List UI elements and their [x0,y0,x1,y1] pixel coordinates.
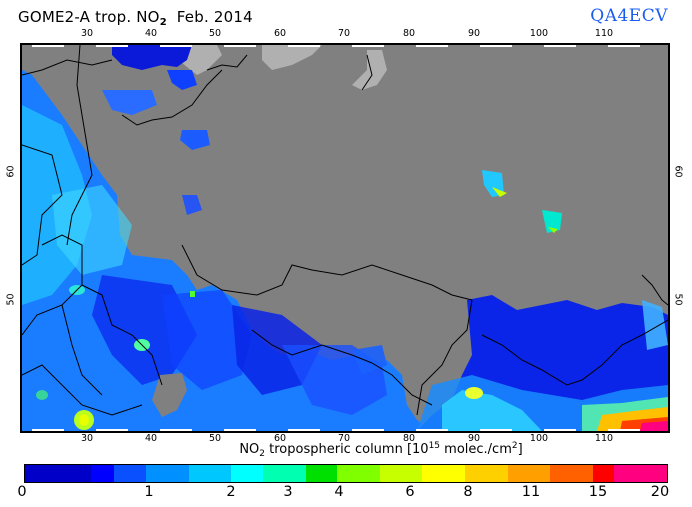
colorbar-tick-label: 11 [521,484,541,500]
colorbar [24,464,668,483]
colorbar-tick-label: 20 [650,484,670,500]
lon-tick-label: 90 [467,28,481,39]
frame-tick-mark [352,429,384,431]
frame-tick-mark [32,429,64,431]
lon-tick-label: 60 [273,28,287,39]
colorbar-segment [114,465,147,482]
colorbar-tick-label: 4 [334,484,344,500]
lon-tick-label: 110 [594,433,614,444]
colorbar-tick-label: 15 [588,484,608,500]
frame-tick-mark [544,45,576,47]
barents-sea-inlet [262,45,322,70]
page-title: GOME2-A trop. NO2 Feb. 2014 [18,8,253,28]
colorbar-tick-label: 3 [283,484,293,500]
colorbar-segment [263,465,306,482]
lon-tick-label: 80 [402,433,416,444]
colorbar-segment [379,465,423,482]
frame-tick-mark [352,45,384,47]
lon-tick-label: 70 [337,28,351,39]
colorbar-segment [90,465,115,482]
colorbar-title: NO2 tropospheric column [1015 molec./cm2… [239,441,523,459]
frame-tick-mark [224,429,256,431]
lon-tick-label: 40 [144,28,158,39]
colorbar-segment [550,465,593,482]
colorbar-segment [188,465,232,482]
lon-tick-label: 50 [208,28,222,39]
colorbar-segment [464,465,508,482]
colorbar-segment [422,465,465,482]
lon-tick-label: 30 [80,28,94,39]
colorbar-segment [146,465,189,482]
map-canvas [22,45,668,431]
frame-tick-mark [416,45,448,47]
frame-tick-mark [160,429,192,431]
frame-tick-mark [96,45,128,47]
lon-tick-label: 90 [467,433,481,444]
frame-tick-mark [288,45,320,47]
lon-tick-label: 50 [208,433,222,444]
frame-tick-mark [416,429,448,431]
colorbar-tick-label: 8 [463,484,473,500]
lon-tick-label: 40 [144,433,158,444]
frame-tick-mark [480,45,512,47]
lat-tick-label: 60 [5,165,17,178]
lon-tick-label: 100 [529,28,549,39]
colorbar-tick-label: 1 [144,484,154,500]
no2-map [20,43,670,433]
frame-tick-mark [608,429,640,431]
brand-logo: QA4ECV [590,6,668,26]
colorbar-tick-label: 2 [226,484,236,500]
frame-tick-mark [544,429,576,431]
frame-tick-mark [288,429,320,431]
colorbar-segment [337,465,380,482]
frame-tick-mark [32,45,64,47]
colorbar-segment [613,465,667,482]
lon-tick-label: 80 [402,28,416,39]
lon-tick-label: 110 [594,28,614,39]
colorbar-tick-label: 0 [17,484,27,500]
colorbar-segment [231,465,264,482]
frame-tick-mark [160,45,192,47]
colorbar-segment [592,465,614,482]
lat-tick-label: 60 [672,165,684,178]
lat-tick-label: 50 [5,293,17,306]
ob-gulf [352,50,387,90]
colorbar-tick-label: 6 [405,484,415,500]
lon-tick-label: 60 [273,433,287,444]
colorbar-segment [305,465,338,482]
lon-tick-label: 70 [337,433,351,444]
frame-tick-mark [480,429,512,431]
lon-tick-label: 30 [80,433,94,444]
lon-tick-label: 100 [529,433,549,444]
lat-tick-label: 50 [672,293,684,306]
frame-tick-mark [608,45,640,47]
frame-tick-mark [96,429,128,431]
colorbar-segment [507,465,551,482]
colorbar-segment [25,465,91,482]
frame-tick-mark [224,45,256,47]
